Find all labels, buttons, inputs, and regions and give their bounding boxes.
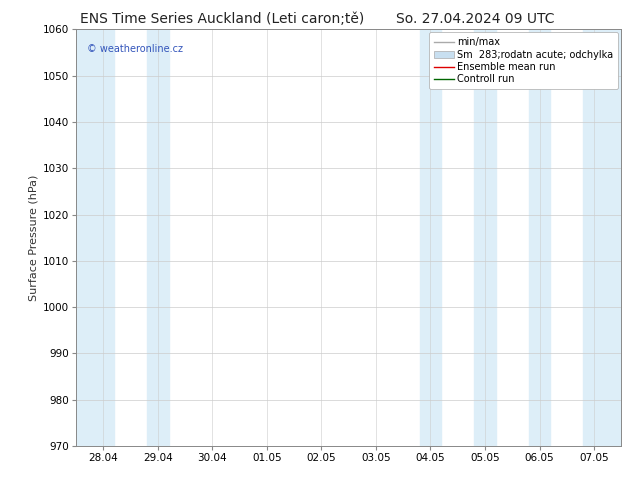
Y-axis label: Surface Pressure (hPa): Surface Pressure (hPa) xyxy=(29,174,39,301)
Bar xyxy=(583,29,621,446)
Bar xyxy=(529,29,550,446)
Text: © weatheronline.cz: © weatheronline.cz xyxy=(87,44,183,54)
Bar xyxy=(76,29,114,446)
Text: So. 27.04.2024 09 UTC: So. 27.04.2024 09 UTC xyxy=(396,12,555,26)
Legend: min/max, Sm  283;rodatn acute; odchylka, Ensemble mean run, Controll run: min/max, Sm 283;rodatn acute; odchylka, … xyxy=(429,32,618,89)
Text: ENS Time Series Auckland (Leti caron;tě): ENS Time Series Auckland (Leti caron;tě) xyxy=(80,12,364,26)
Bar xyxy=(474,29,496,446)
Bar xyxy=(420,29,441,446)
Bar xyxy=(147,29,169,446)
